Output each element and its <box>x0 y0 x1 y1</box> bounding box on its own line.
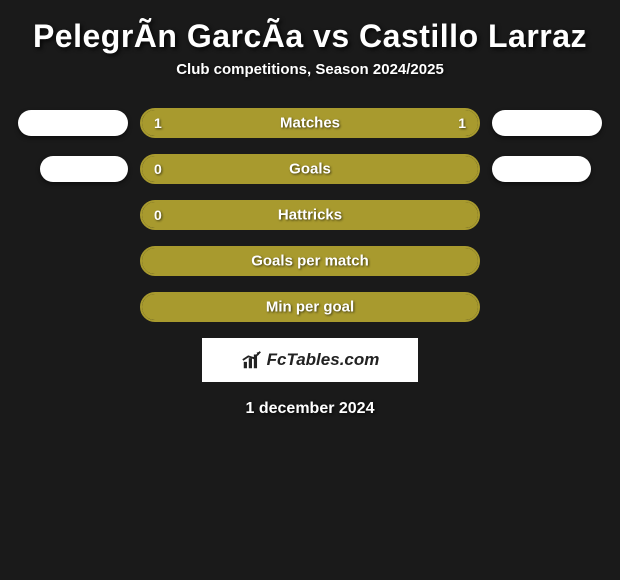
page-subtitle: Club competitions, Season 2024/2025 <box>0 61 620 108</box>
stat-row: Min per goal <box>0 292 620 322</box>
stat-label: Matches <box>280 115 340 132</box>
right-pill <box>492 156 591 182</box>
left-pill <box>40 156 128 182</box>
stat-left-value: 1 <box>154 115 162 131</box>
stat-row: Matches 1 1 <box>0 108 620 138</box>
stat-bar: Goals per match <box>140 246 480 276</box>
stat-row: Goals 0 <box>0 154 620 184</box>
left-pill <box>18 110 128 136</box>
stat-row: Hattricks 0 <box>0 200 620 230</box>
date-label: 1 december 2024 <box>0 392 620 418</box>
stat-bar: Min per goal <box>140 292 480 322</box>
logo-box: FcTables.com <box>202 338 418 382</box>
stat-bar: Hattricks 0 <box>140 200 480 230</box>
stat-label: Goals <box>289 161 331 178</box>
left-pill-wrap <box>18 110 128 136</box>
stat-left-value: 0 <box>154 161 162 177</box>
stat-label: Hattricks <box>278 207 342 224</box>
stat-label: Min per goal <box>266 299 354 316</box>
right-pill-wrap <box>492 156 602 182</box>
comparison-card: PelegrÃ­n GarcÃ­a vs Castillo Larraz Clu… <box>0 0 620 428</box>
stat-right-value: 1 <box>458 115 466 131</box>
left-pill-wrap <box>18 294 128 320</box>
right-pill-wrap <box>492 110 602 136</box>
left-pill-wrap <box>18 156 128 182</box>
right-pill-wrap <box>492 294 602 320</box>
page-title: PelegrÃ­n GarcÃ­a vs Castillo Larraz <box>0 10 620 61</box>
stat-bar: Matches 1 1 <box>140 108 480 138</box>
stat-bar: Goals 0 <box>140 154 480 184</box>
left-pill-wrap <box>18 248 128 274</box>
chart-icon <box>241 349 263 371</box>
right-pill <box>492 110 602 136</box>
right-pill-wrap <box>492 202 602 228</box>
left-pill-wrap <box>18 202 128 228</box>
right-pill-wrap <box>492 248 602 274</box>
stat-left-value: 0 <box>154 207 162 223</box>
stats-list: Matches 1 1 Goals 0 Hattricks 0 Goals per match… <box>0 108 620 322</box>
stat-row: Goals per match <box>0 246 620 276</box>
stat-label: Goals per match <box>251 253 369 270</box>
logo-text: FcTables.com <box>267 350 380 370</box>
